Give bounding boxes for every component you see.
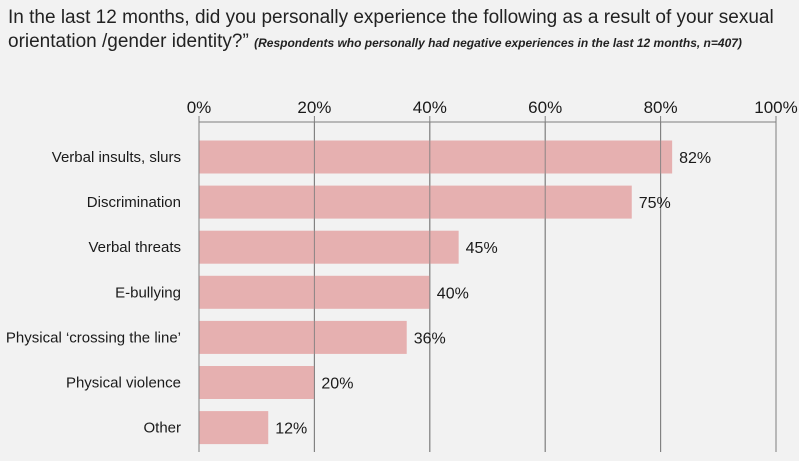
category-label: Other <box>143 420 181 437</box>
value-label: 40% <box>437 285 469 302</box>
category-label: Discrimination <box>87 194 181 211</box>
category-label: Verbal threats <box>88 239 181 256</box>
tick-label: 100% <box>754 98 797 117</box>
value-label: 20% <box>321 376 353 393</box>
category-labels: Verbal insults, slurs Discrimination Verba… <box>6 149 181 437</box>
value-label: 12% <box>275 421 307 438</box>
tick-label: 80% <box>644 98 678 117</box>
tick-label: 40% <box>413 98 447 117</box>
bar <box>199 320 407 354</box>
chart-note: (Respondents who personally had negative… <box>254 36 742 50</box>
bar <box>199 140 673 174</box>
tick-label: 0% <box>187 98 212 117</box>
value-label: 45% <box>466 240 498 257</box>
category-label: Physical violence <box>66 375 181 392</box>
chart-title: In the last 12 months, did you personall… <box>8 7 774 52</box>
category-label: Verbal insults, slurs <box>52 149 181 166</box>
value-label: 36% <box>414 330 446 347</box>
bar <box>199 366 315 399</box>
value-label: 82% <box>679 150 711 167</box>
category-label: Physical ‘crossing the line’ <box>6 329 181 346</box>
tick-label: 20% <box>297 98 331 117</box>
x-axis-ticks: 0% 20% 40% 60% 80% 100% <box>187 98 798 123</box>
bar <box>199 185 632 219</box>
bars <box>198 122 777 452</box>
value-labels: 82% 75% 45% 40% 36% 20% 12% <box>275 150 711 438</box>
bar <box>199 411 269 445</box>
chart-title-block: In the last 12 months, did you personall… <box>8 6 788 55</box>
value-label: 75% <box>639 195 671 212</box>
category-label: E-bullying <box>115 284 181 301</box>
bar <box>199 230 459 264</box>
tick-label: 60% <box>528 98 562 117</box>
